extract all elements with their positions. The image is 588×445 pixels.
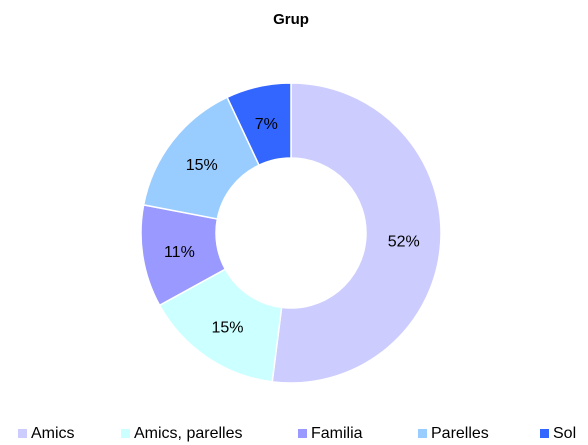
legend-swatch — [540, 429, 549, 438]
data-label: 15% — [186, 157, 218, 174]
legend-swatch — [298, 429, 307, 438]
legend-label: Familia — [311, 425, 363, 442]
legend-swatch — [18, 429, 27, 438]
chart-title: Grup — [273, 11, 309, 28]
donut-slice — [226, 82, 292, 167]
data-label: 15% — [211, 320, 243, 337]
data-label: 11% — [164, 244, 195, 261]
legend-label: Sol — [553, 425, 576, 442]
donut-slice — [271, 82, 442, 384]
data-label: 52% — [388, 233, 420, 250]
legend-label: Amics, parelles — [134, 425, 242, 442]
data-label: 7% — [255, 116, 278, 133]
legend-swatch — [418, 429, 427, 438]
legend-swatch — [121, 429, 130, 438]
legend-label: Amics — [31, 425, 75, 442]
legend-label: Parelles — [431, 425, 489, 442]
